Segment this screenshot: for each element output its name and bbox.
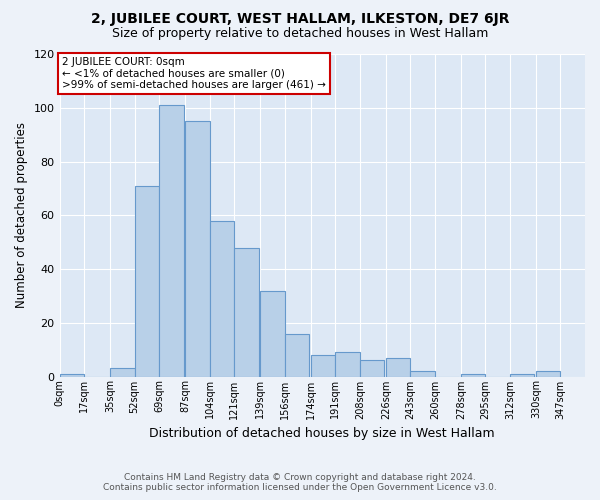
Bar <box>134 186 159 376</box>
Bar <box>461 374 485 376</box>
Text: Contains HM Land Registry data © Crown copyright and database right 2024.
Contai: Contains HM Land Registry data © Crown c… <box>103 473 497 492</box>
Y-axis label: Number of detached properties: Number of detached properties <box>15 122 28 308</box>
Text: Size of property relative to detached houses in West Hallam: Size of property relative to detached ho… <box>112 28 488 40</box>
Bar <box>185 121 209 376</box>
Bar <box>110 368 134 376</box>
Bar <box>360 360 385 376</box>
Bar <box>335 352 360 376</box>
Bar <box>159 105 184 376</box>
Text: 2, JUBILEE COURT, WEST HALLAM, ILKESTON, DE7 6JR: 2, JUBILEE COURT, WEST HALLAM, ILKESTON,… <box>91 12 509 26</box>
Bar <box>386 358 410 376</box>
Bar <box>260 290 285 376</box>
Text: 2 JUBILEE COURT: 0sqm
← <1% of detached houses are smaller (0)
>99% of semi-deta: 2 JUBILEE COURT: 0sqm ← <1% of detached … <box>62 56 326 90</box>
Bar <box>234 248 259 376</box>
Bar <box>536 371 560 376</box>
Bar <box>311 355 335 376</box>
Bar <box>285 334 309 376</box>
Bar <box>59 374 84 376</box>
Bar <box>510 374 535 376</box>
Bar <box>209 220 234 376</box>
Bar <box>410 371 435 376</box>
X-axis label: Distribution of detached houses by size in West Hallam: Distribution of detached houses by size … <box>149 427 495 440</box>
